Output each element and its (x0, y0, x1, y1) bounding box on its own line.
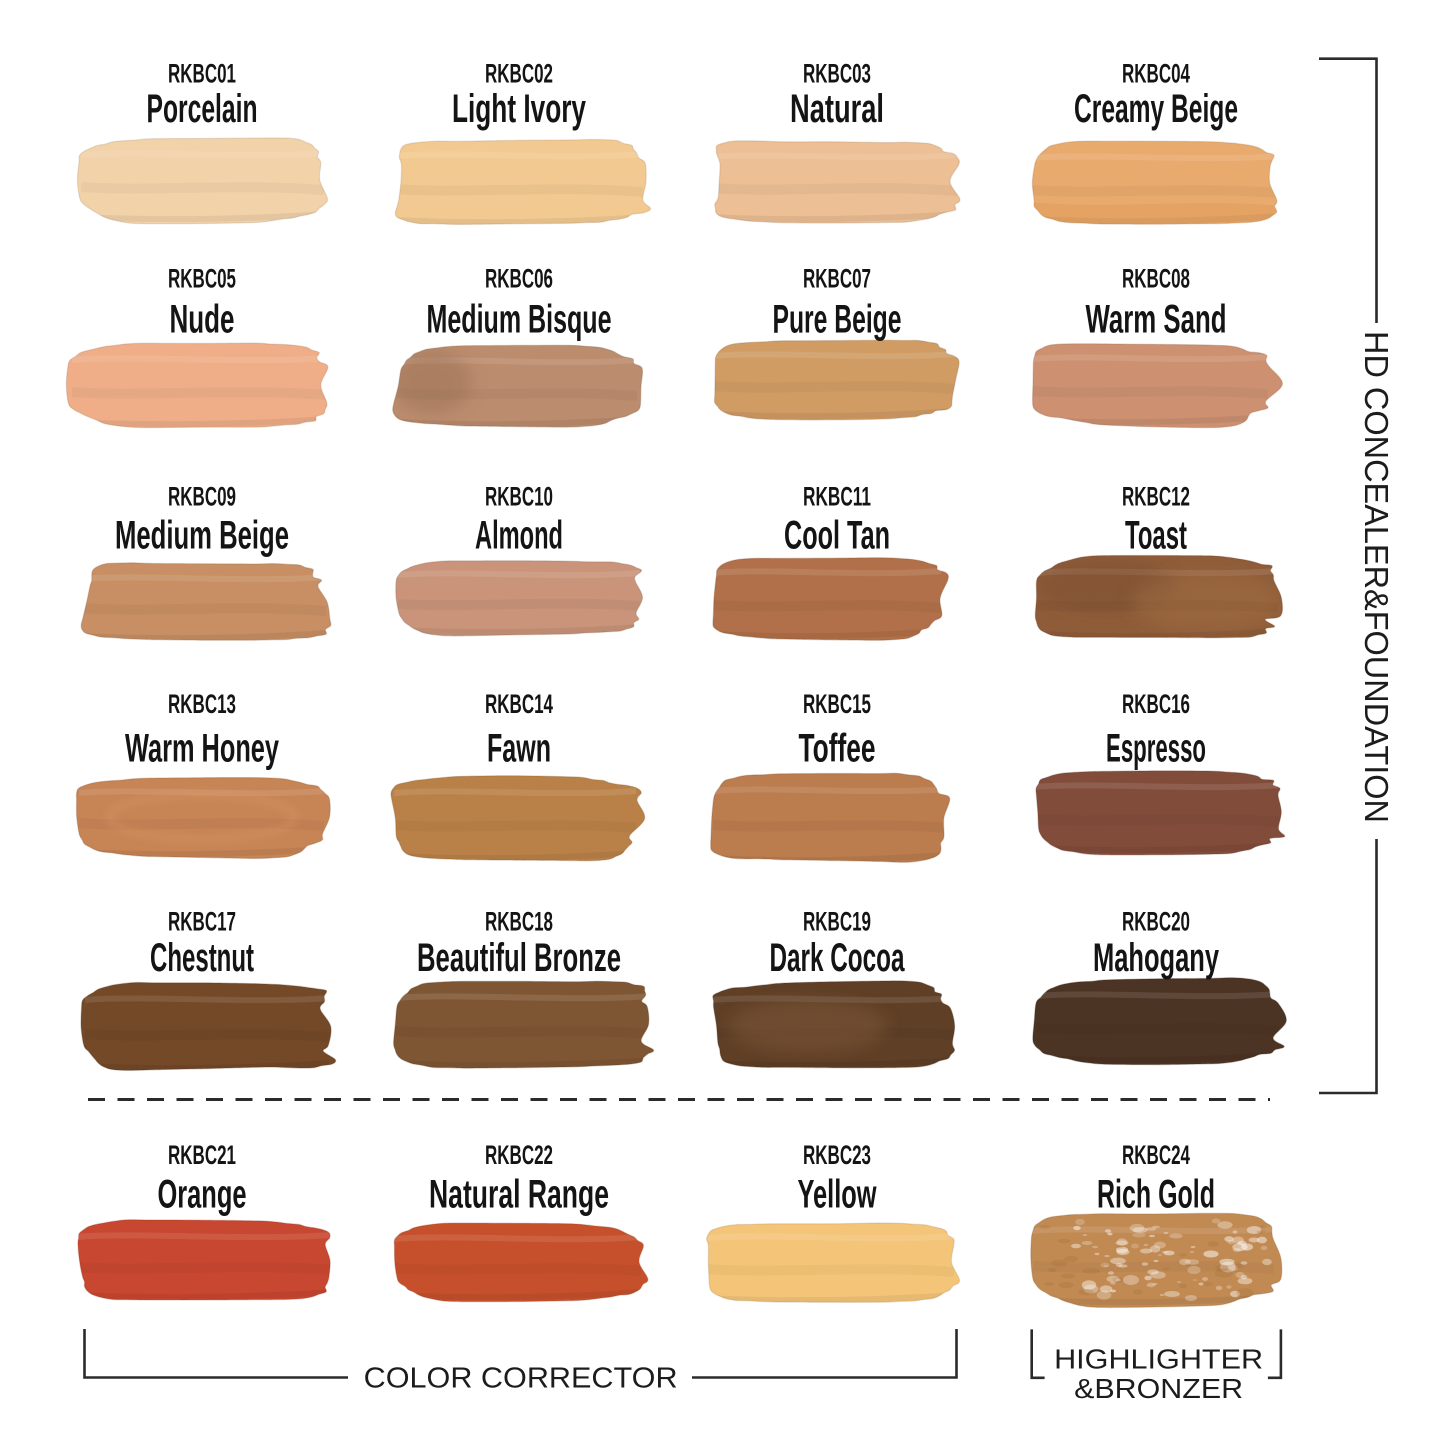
svg-text:HIGHLIGHTER: HIGHLIGHTER (1054, 1344, 1263, 1375)
svg-text:Mahogany: Mahogany (1093, 936, 1219, 980)
svg-text:RKBC13: RKBC13 (168, 689, 236, 719)
svg-text:Warm Sand: Warm Sand (1086, 298, 1227, 342)
svg-text:Natural Range: Natural Range (429, 1173, 609, 1217)
svg-text:RKBC16: RKBC16 (1122, 689, 1190, 719)
svg-text:RKBC11: RKBC11 (803, 482, 871, 512)
svg-text:RKBC03: RKBC03 (803, 58, 871, 88)
svg-text:RKBC09: RKBC09 (168, 482, 236, 512)
svg-text:Warm Honey: Warm Honey (125, 727, 279, 771)
svg-text:Orange: Orange (158, 1173, 247, 1217)
svg-text:RKBC07: RKBC07 (803, 264, 871, 294)
svg-text:RKBC06: RKBC06 (485, 264, 553, 294)
svg-text:Natural: Natural (790, 87, 884, 131)
svg-text:Nude: Nude (170, 298, 235, 342)
svg-text:RKBC18: RKBC18 (485, 907, 553, 937)
svg-text:Espresso: Espresso (1106, 727, 1206, 771)
svg-text:RKBC12: RKBC12 (1122, 482, 1190, 512)
svg-text:RKBC08: RKBC08 (1122, 264, 1190, 294)
svg-text:RKBC24: RKBC24 (1122, 1140, 1190, 1170)
svg-text:COLOR CORRECTOR: COLOR CORRECTOR (364, 1362, 678, 1394)
svg-text:Rich Gold: Rich Gold (1097, 1173, 1215, 1217)
svg-text:RKBC19: RKBC19 (803, 907, 871, 937)
svg-text:Almond: Almond (475, 513, 563, 557)
svg-text:Medium Beige: Medium Beige (115, 513, 289, 557)
svg-text:RKBC20: RKBC20 (1122, 907, 1190, 937)
svg-text:RKBC21: RKBC21 (168, 1140, 236, 1170)
svg-text:Pure Beige: Pure Beige (773, 298, 902, 342)
svg-text:RKBC17: RKBC17 (168, 907, 236, 937)
svg-text:RKBC02: RKBC02 (485, 58, 553, 88)
svg-text:Yellow: Yellow (798, 1173, 878, 1217)
svg-text:Chestnut: Chestnut (150, 936, 254, 980)
svg-text:&BRONZER: &BRONZER (1074, 1373, 1243, 1404)
svg-text:Toffee: Toffee (799, 727, 876, 771)
svg-text:Cool Tan: Cool Tan (784, 513, 890, 557)
svg-text:RKBC04: RKBC04 (1122, 58, 1190, 88)
svg-text:RKBC22: RKBC22 (485, 1140, 553, 1170)
svg-text:RKBC23: RKBC23 (803, 1140, 871, 1170)
svg-text:Light Ivory: Light Ivory (452, 87, 586, 131)
svg-text:RKBC14: RKBC14 (485, 689, 553, 719)
svg-text:HD CONCEALER&FOUNDATION: HD CONCEALER&FOUNDATION (1358, 331, 1395, 823)
svg-text:Medium Bisque: Medium Bisque (427, 298, 612, 342)
svg-text:Porcelain: Porcelain (147, 87, 258, 131)
svg-text:RKBC05: RKBC05 (168, 264, 236, 294)
svg-text:RKBC10: RKBC10 (485, 482, 553, 512)
svg-text:Beautiful Bronze: Beautiful Bronze (417, 936, 621, 980)
svg-text:RKBC15: RKBC15 (803, 689, 871, 719)
svg-text:Dark Cocoa: Dark Cocoa (770, 936, 905, 980)
svg-text:Toast: Toast (1125, 513, 1187, 557)
svg-text:Creamy Beige: Creamy Beige (1074, 87, 1238, 131)
svg-text:Fawn: Fawn (487, 727, 551, 771)
svg-text:RKBC01: RKBC01 (168, 58, 236, 88)
